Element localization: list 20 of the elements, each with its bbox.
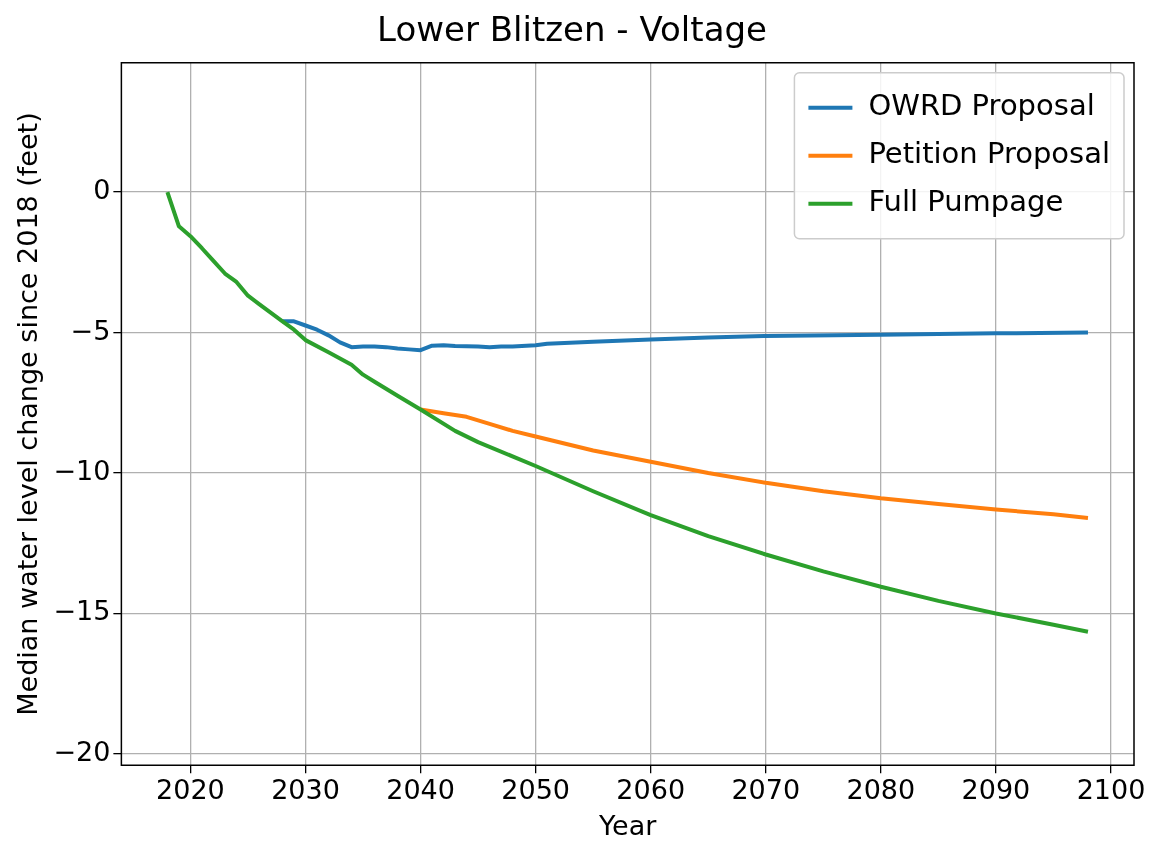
legend-label: Full Pumpage (868, 184, 1064, 219)
legend-label: OWRD Proposal (868, 88, 1095, 123)
y-tick-label: −15 (53, 595, 111, 627)
chart-title: Lower Blitzen - Voltage (377, 9, 767, 50)
x-tick-label: 2100 (1076, 774, 1146, 806)
y-tick-label: −10 (53, 455, 111, 487)
x-tick-label: 2070 (731, 774, 801, 806)
x-tick-label: 2020 (156, 774, 225, 806)
y-tick-label: −20 (53, 735, 111, 767)
x-tick-label: 2090 (961, 774, 1031, 806)
legend-label: Petition Proposal (868, 136, 1111, 171)
y-tick-label: −5 (70, 314, 111, 346)
y-tick-label: 0 (93, 174, 111, 206)
x-tick-label: 2080 (846, 774, 916, 806)
x-tick-label: 2060 (616, 774, 686, 806)
x-axis-title: Year (598, 809, 658, 841)
x-tick-label: 2040 (386, 774, 455, 806)
y-axis-title: Median water level change since 2018 (feet) (12, 112, 44, 716)
x-tick-label: 2030 (271, 774, 340, 806)
x-tick-label: 2050 (501, 774, 570, 806)
